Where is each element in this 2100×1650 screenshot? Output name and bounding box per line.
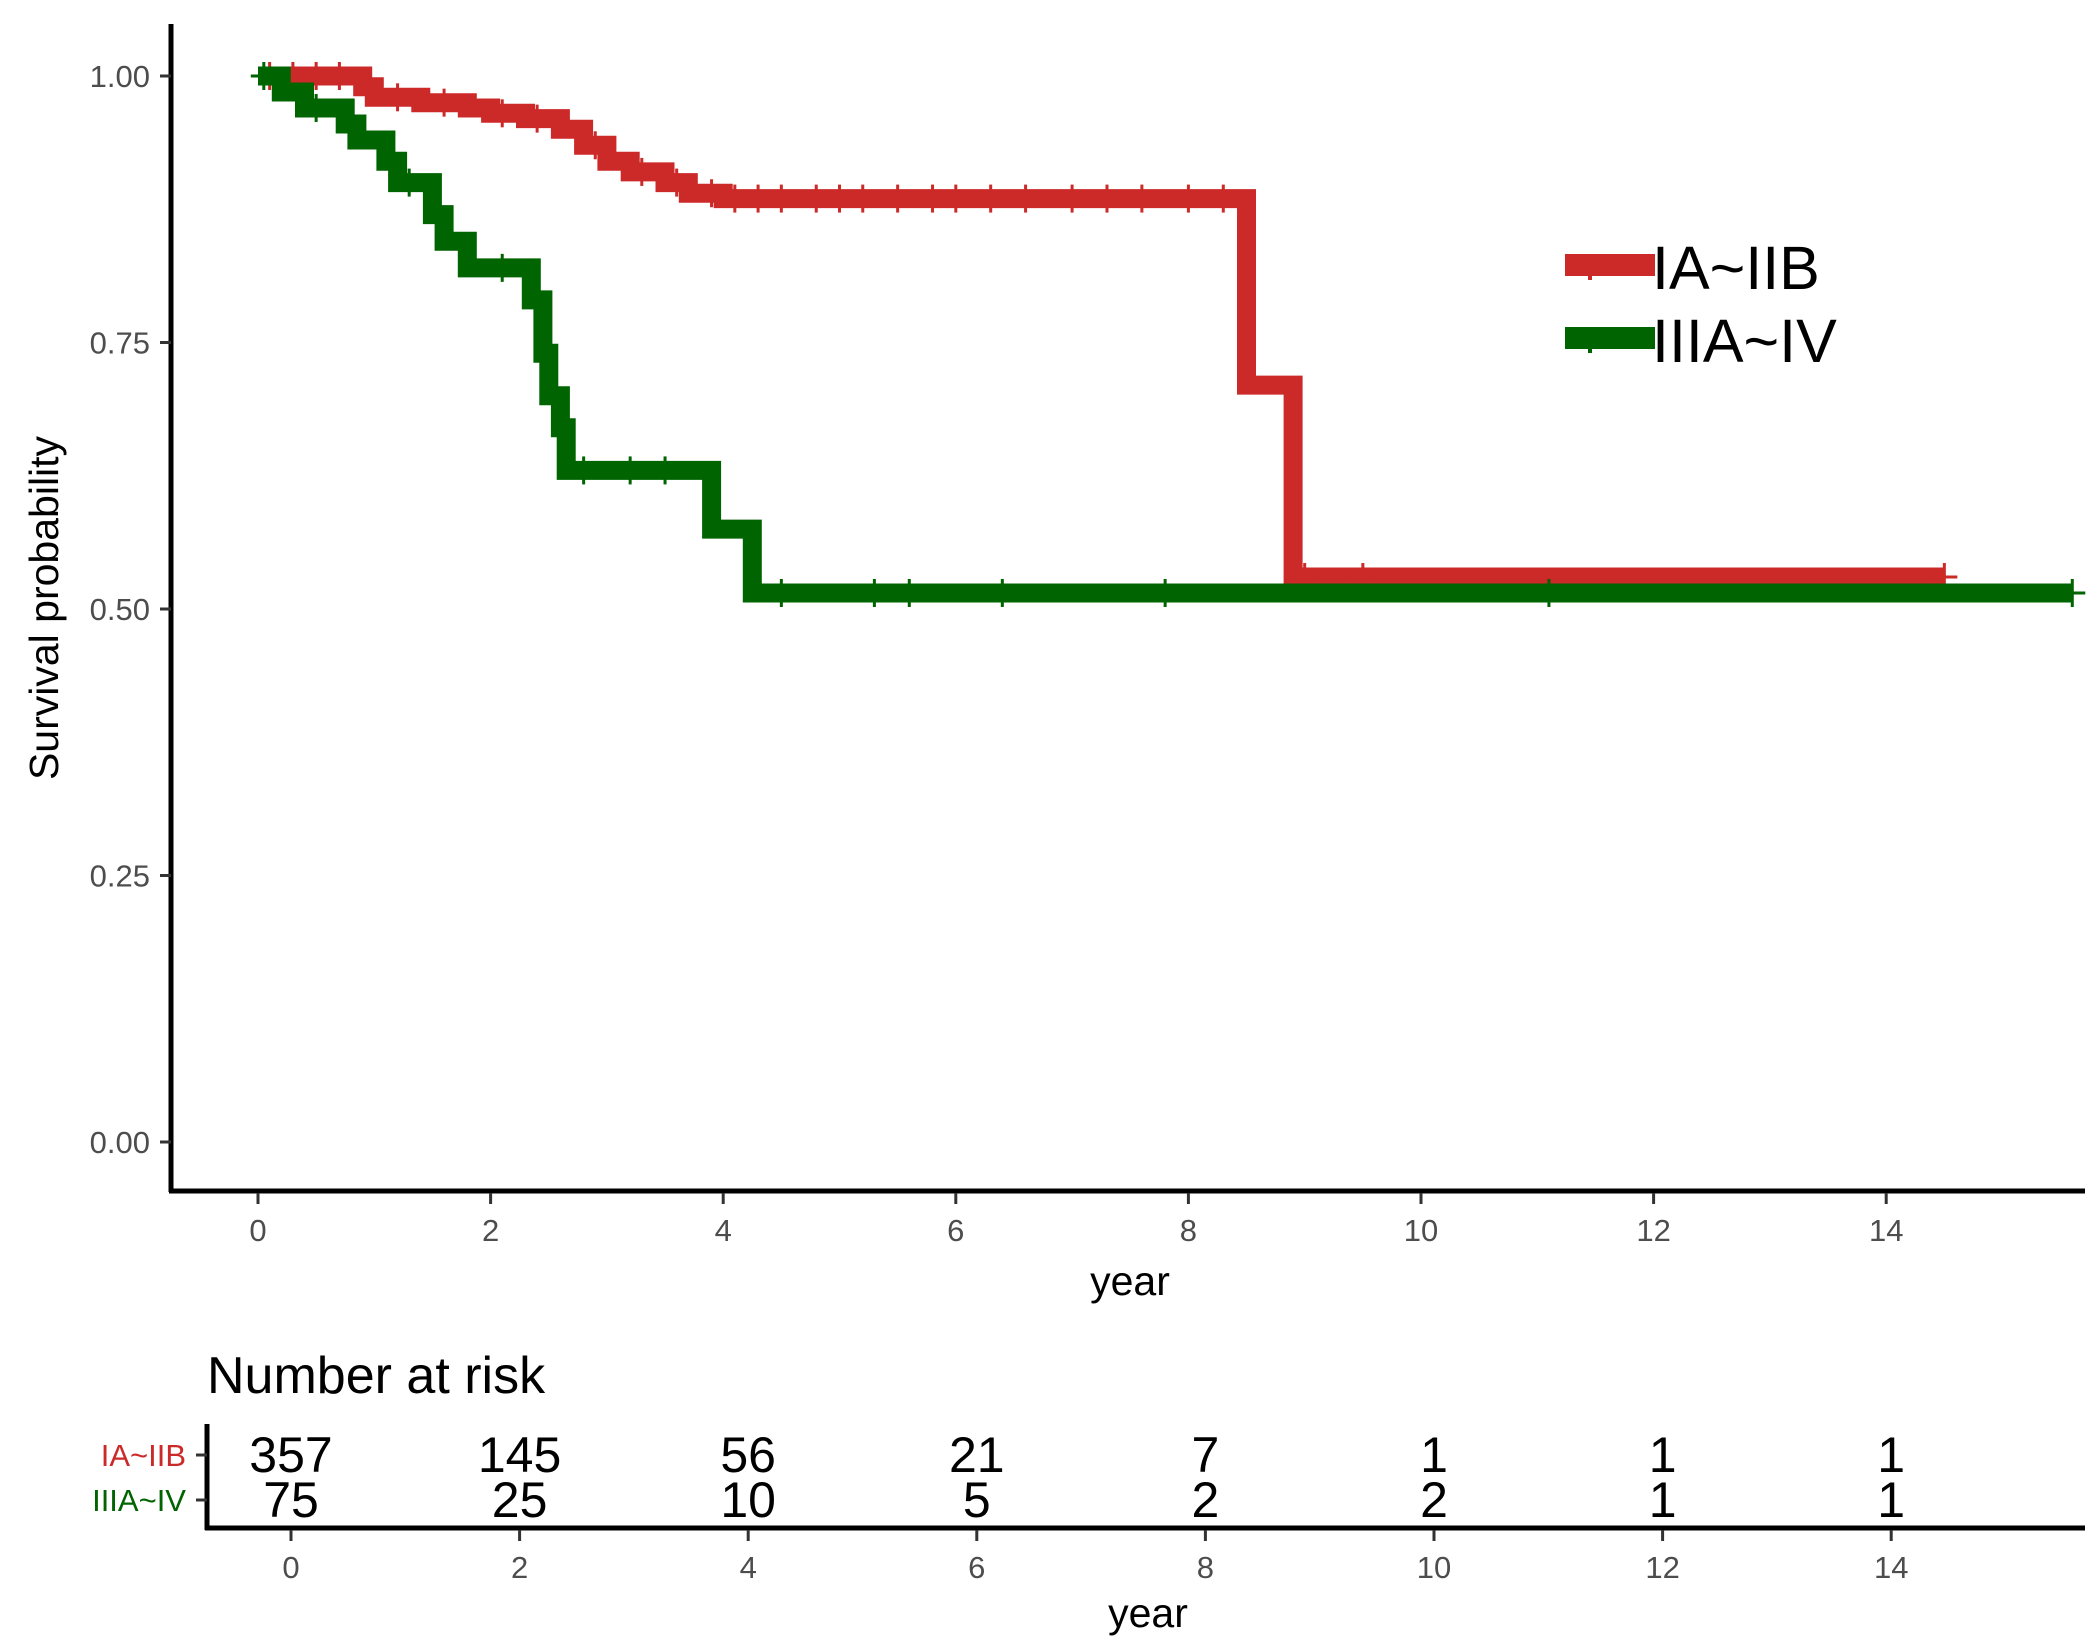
risk-value-iiia-iv: 1 [1649,1472,1677,1528]
risk-value-ia-iib: 56 [720,1427,776,1483]
risk-value-ia-iib: 1 [1649,1427,1677,1483]
km-y-axis-title: Survival probability [21,435,67,780]
risk-row-label-iiia-iv: IIIA~IV [92,1483,186,1518]
risk-value-ia-iib: 357 [249,1427,332,1483]
risk-value-iiia-iv: 5 [963,1472,991,1528]
risk-row-label-ia-iib: IA~IIB [101,1438,186,1473]
km-x-ticks: 0 2 4 6 8 10 12 14 [249,1193,1903,1248]
km-x-tick-label: 10 [1404,1213,1438,1248]
risk-x-tick-label: 4 [740,1550,757,1585]
risk-value-iiia-iv: 1 [1877,1472,1905,1528]
legend-item-iiia-iv: IIIA~IV [1565,307,1837,375]
legend-item-ia-iib: IA~IIB [1565,234,1820,302]
risk-table: Number at risk IA~IIB 357 145 56 21 7 1 1 1IIIA~… [92,1347,2085,1636]
km-plot: 0.00 0.25 0.50 0.75 1.00 0 2 4 6 8 10 12 14 year Su… [21,24,2086,1304]
risk-x-tick-label: 14 [1874,1550,1908,1585]
legend-label-iiia-iv: IIIA~IV [1652,307,1837,375]
risk-value-iiia-iv: 10 [720,1472,776,1528]
km-x-tick-label: 4 [715,1213,732,1248]
legend-label-ia-iib: IA~IIB [1652,234,1820,302]
risk-table-title: Number at risk [207,1347,546,1405]
km-curves [250,62,2086,608]
risk-x-tick-label: 10 [1417,1550,1451,1585]
risk-x-ticks: 0 2 4 6 8 10 12 14 [282,1530,1908,1585]
risk-value-ia-iib: 7 [1191,1427,1219,1483]
km-y-tick-label: 0.25 [90,859,150,894]
km-y-tick-label: 1.00 [90,59,150,94]
risk-x-tick-label: 0 [282,1550,299,1585]
series-line-iiia-iv [258,66,2073,603]
km-y-ticks: 0.00 0.25 0.50 0.75 1.00 [90,59,171,1160]
risk-x-tick-label: 6 [968,1550,985,1585]
risk-value-ia-iib: 1 [1420,1427,1448,1483]
risk-x-tick-label: 8 [1197,1550,1214,1585]
risk-value-iiia-iv: 2 [1191,1472,1219,1528]
risk-value-iiia-iv: 25 [492,1472,548,1528]
risk-value-ia-iib: 1 [1877,1427,1905,1483]
km-y-tick-label: 0.75 [90,326,150,361]
risk-value-ia-iib: 21 [949,1427,1005,1483]
km-x-tick-label: 14 [1869,1213,1903,1248]
risk-value-ia-iib: 145 [478,1427,561,1483]
km-x-axis-title: year [1090,1258,1170,1304]
km-legend: IA~IIB IIIA~IV [1565,234,1837,375]
km-x-tick-label: 2 [482,1213,499,1248]
km-y-tick-label: 0.50 [90,592,150,627]
risk-x-tick-label: 12 [1645,1550,1679,1585]
risk-value-iiia-iv: 75 [263,1472,319,1528]
km-x-tick-label: 8 [1180,1213,1197,1248]
km-x-tick-label: 6 [947,1213,964,1248]
km-x-tick-label: 12 [1636,1213,1670,1248]
risk-x-axis-title: year [1108,1590,1188,1636]
km-x-tick-label: 0 [249,1213,266,1248]
km-y-tick-label: 0.00 [90,1125,150,1160]
risk-x-tick-label: 2 [511,1550,528,1585]
risk-value-iiia-iv: 2 [1420,1472,1448,1528]
